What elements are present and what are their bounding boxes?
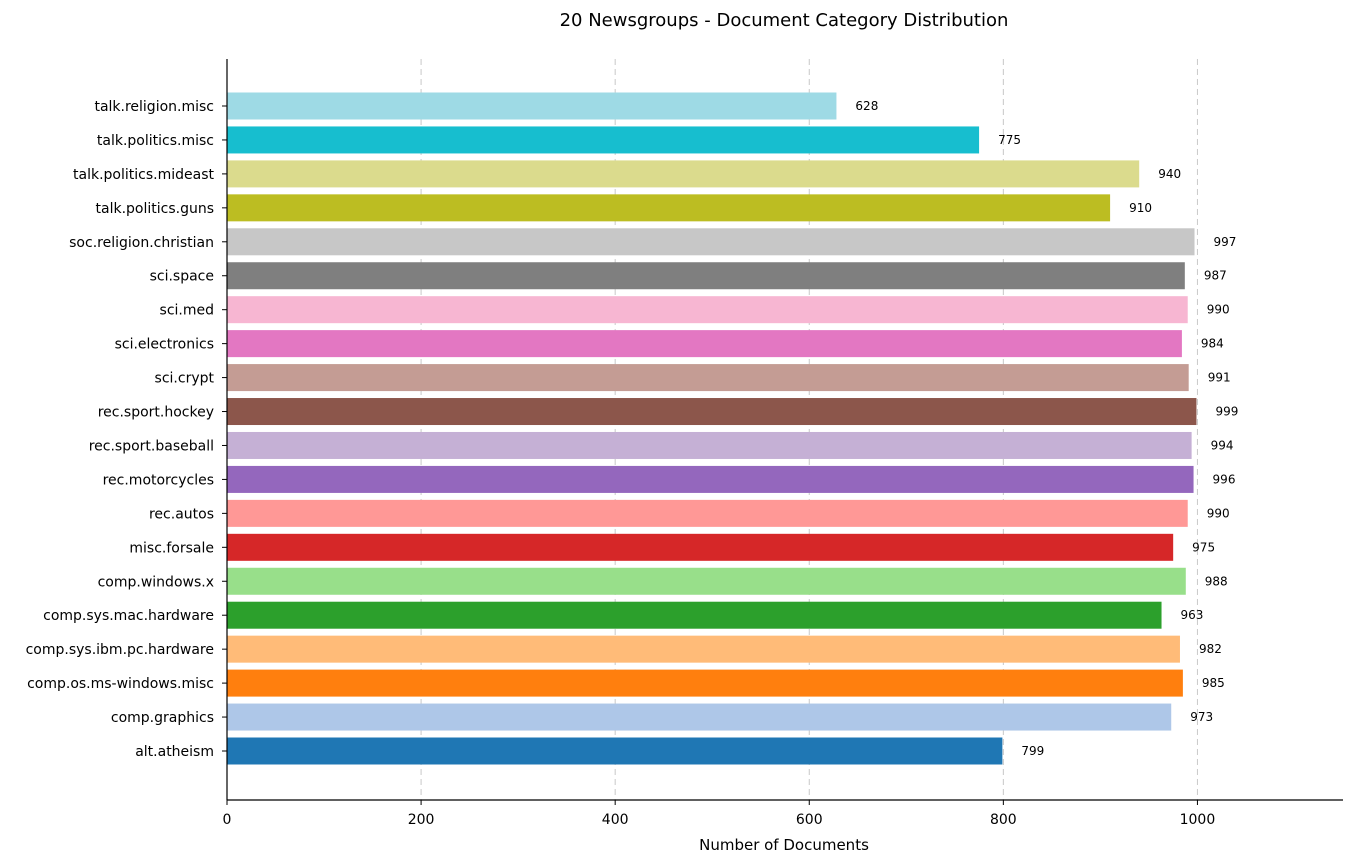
bar bbox=[227, 533, 1174, 561]
bar bbox=[227, 737, 1003, 765]
bar bbox=[227, 601, 1162, 629]
bar-value-label: 997 bbox=[1214, 235, 1237, 249]
bar bbox=[227, 398, 1197, 426]
y-tick-label: rec.autos bbox=[149, 506, 214, 522]
chart-title: 20 Newsgroups - Document Category Distri… bbox=[560, 10, 1009, 31]
bar-value-label: 996 bbox=[1213, 472, 1236, 486]
y-tick-label: comp.graphics bbox=[111, 710, 214, 726]
bar-value-label: 775 bbox=[998, 133, 1021, 147]
bar bbox=[227, 126, 980, 154]
y-tick-label: rec.sport.baseball bbox=[89, 438, 214, 454]
bar bbox=[227, 330, 1182, 358]
y-tick-label: talk.politics.misc bbox=[97, 133, 214, 149]
y-tick-label: sci.med bbox=[160, 303, 214, 319]
bar-value-label: 985 bbox=[1202, 676, 1225, 690]
y-tick-label: soc.religion.christian bbox=[69, 235, 214, 251]
bar-value-label: 991 bbox=[1208, 371, 1231, 385]
bar-value-label: 990 bbox=[1207, 506, 1230, 520]
bar-value-label: 987 bbox=[1204, 269, 1227, 283]
x-tick-label: 400 bbox=[602, 812, 629, 828]
y-tick-label: talk.religion.misc bbox=[94, 99, 214, 115]
y-tick-label: misc.forsale bbox=[129, 540, 214, 556]
bar bbox=[227, 364, 1189, 392]
bar-value-label: 963 bbox=[1181, 608, 1204, 622]
x-tick-label: 600 bbox=[796, 812, 823, 828]
bar bbox=[227, 703, 1172, 731]
bar-value-label: 984 bbox=[1201, 337, 1224, 351]
x-tick-label: 200 bbox=[408, 812, 435, 828]
y-tick-label: rec.sport.hockey bbox=[98, 405, 214, 421]
bar bbox=[227, 431, 1192, 459]
bar-value-label: 988 bbox=[1205, 574, 1228, 588]
bar bbox=[227, 465, 1194, 493]
y-tick-label: sci.electronics bbox=[115, 337, 214, 353]
bar-value-label: 973 bbox=[1190, 710, 1213, 724]
x-axis-label: Number of Documents bbox=[699, 836, 869, 854]
bar-value-label: 799 bbox=[1021, 744, 1044, 758]
bar bbox=[227, 92, 837, 120]
bar bbox=[227, 567, 1186, 595]
y-tick-label: comp.windows.x bbox=[98, 574, 214, 590]
x-tick-label: 0 bbox=[223, 812, 232, 828]
y-tick-label: sci.space bbox=[150, 269, 214, 285]
bar-value-label: 999 bbox=[1215, 405, 1238, 419]
bar bbox=[227, 194, 1111, 222]
bar-value-label: 990 bbox=[1207, 303, 1230, 317]
bar-value-label: 940 bbox=[1158, 167, 1181, 181]
bar bbox=[227, 228, 1195, 256]
bar-value-label: 975 bbox=[1192, 540, 1215, 554]
y-tick-label: alt.atheism bbox=[135, 744, 214, 760]
bar bbox=[227, 499, 1188, 527]
y-tick-label: comp.sys.ibm.pc.hardware bbox=[26, 642, 214, 658]
bar bbox=[227, 669, 1183, 697]
x-tick-label: 1000 bbox=[1180, 812, 1216, 828]
bar-value-label: 910 bbox=[1129, 201, 1152, 215]
y-tick-label: rec.motorcycles bbox=[103, 472, 214, 488]
y-tick-labels: alt.atheism comp.graphics comp.os.ms-windo… bbox=[26, 99, 227, 760]
bars-layer bbox=[227, 92, 1197, 765]
bar bbox=[227, 160, 1140, 188]
y-tick-label: comp.os.ms-windows.misc bbox=[27, 676, 214, 692]
bar-value-label: 628 bbox=[855, 99, 878, 113]
x-tick-labels: 0 200 400 600 800 1000 bbox=[223, 800, 1216, 828]
y-tick-label: sci.crypt bbox=[155, 371, 215, 387]
y-tick-label: talk.politics.guns bbox=[96, 201, 215, 217]
value-labels-layer: 799 973 985 982 963 988 975 990 996 994 999 991 984 9… bbox=[855, 99, 1238, 758]
x-tick-label: 800 bbox=[990, 812, 1017, 828]
bar bbox=[227, 635, 1180, 663]
y-tick-label: talk.politics.mideast bbox=[73, 167, 214, 183]
bar-value-label: 994 bbox=[1211, 438, 1234, 452]
y-tick-label: comp.sys.mac.hardware bbox=[43, 608, 214, 624]
bar bbox=[227, 262, 1185, 290]
bar-value-label: 982 bbox=[1199, 642, 1222, 656]
bar bbox=[227, 296, 1188, 324]
